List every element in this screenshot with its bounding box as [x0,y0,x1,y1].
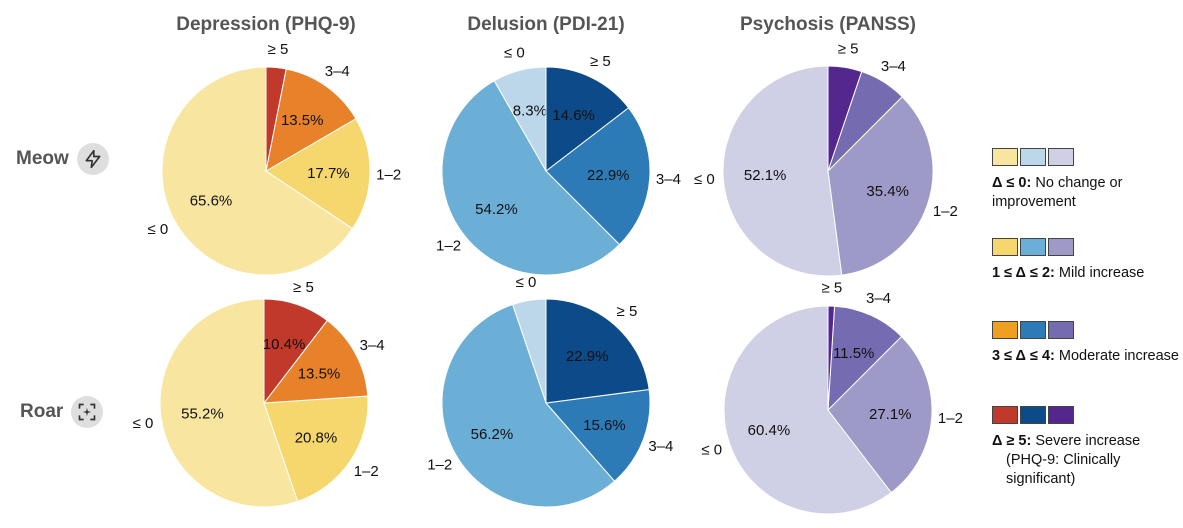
legend-bold: Δ ≥ 5: [992,433,1032,449]
legend-swatch [1048,406,1074,424]
pie-slice [827,305,836,411]
column-title-depression: Depression (PHQ-9) [176,14,356,35]
legend-swatch [992,406,1018,424]
category-label: 3–4 [866,290,891,307]
pie-slice [441,303,616,508]
pie-slice [545,388,651,482]
pie-slice [722,65,843,277]
pie-slice [827,96,934,276]
legend-swatch [1048,238,1074,256]
legend-bold: 3 ≤ Δ ≤ 4: [992,348,1055,364]
pie-slice [545,66,630,173]
pie-slice [263,395,369,503]
category-label: ≥ 5 [268,41,289,58]
column-title-psychosis: Psychosis (PANSS) [740,14,916,35]
category-label: 1–2 [427,456,452,473]
pie-slice [161,66,354,276]
data-label: 56.2% [471,426,514,443]
category-label: 3–4 [648,438,673,455]
category-label: 3–4 [881,58,906,75]
pie-slice [265,68,357,172]
legend-swatch [992,148,1018,166]
legend-text: Severe increase [1035,433,1141,449]
data-label: 60.4% [748,422,791,439]
row-label-meow: Meow [16,143,109,175]
data-label: 11.5% [833,345,874,362]
category-label: ≤ 0 [133,415,154,432]
legend-swatch [1020,148,1046,166]
pie-slice [827,305,903,412]
row-label-meow-text: Meow [16,148,69,169]
pie-slice [262,319,369,404]
category-label: 1–2 [436,238,461,255]
column-title-delusion: Delusion (PDI-21) [467,14,625,35]
category-label: 3–4 [656,171,681,188]
data-label: 20.8% [295,430,338,447]
data-label: 22.9% [566,348,609,365]
category-label: ≤ 0 [147,221,168,238]
category-label: 1–2 [354,463,379,480]
legend-bold: Δ ≤ 0: [992,175,1032,191]
category-label: 3–4 [360,337,385,354]
legend-text: Moderate increase [1058,348,1179,364]
pie-slice [441,80,621,276]
data-label: 10.4% [263,336,306,353]
row-label-roar-text: Roar [20,401,64,422]
pie-slice [263,298,328,405]
data-label: 27.1% [869,406,912,423]
data-label: 8.3% [513,103,547,120]
category-label: ≥ 5 [617,303,638,320]
category-label: ≤ 0 [516,274,537,291]
legend-item-mild: 1 ≤ Δ ≤ 2: Mild increase [992,238,1182,283]
legend-item-no-change: Δ ≤ 0: No change or improvement [992,148,1182,212]
legend-swatch [1020,238,1046,256]
pie-slice [827,335,933,494]
legend-swatch [1020,321,1046,339]
category-label: ≥ 5 [821,279,842,296]
legend-swatch [992,238,1018,256]
category-label: ≥ 5 [293,279,314,296]
lightning-icon [76,143,109,175]
data-label: 13.5% [281,112,324,129]
data-label: 65.6% [190,192,233,209]
category-label: ≥ 5 [838,41,859,58]
legend-swatch [1048,148,1074,166]
legend-item-severe: Δ ≥ 5: Severe increase (PHQ-9: Clinicall… [992,406,1182,489]
category-label: ≤ 0 [701,441,722,458]
data-label: 55.2% [181,405,224,422]
category-label: 1–2 [933,203,958,220]
pie-slice [723,305,892,515]
pie-slice [545,298,650,404]
legend-swatch [1020,406,1046,424]
pie-slice [827,65,863,172]
legend-text: No change or improvement [992,175,1123,210]
data-label: 35.4% [866,183,909,200]
category-label: 3–4 [325,63,350,80]
category-label: ≥ 5 [590,53,611,70]
row-label-roar: Roar [20,396,104,428]
pie-slice [265,118,371,230]
category-label: 1–2 [376,167,401,184]
data-label: 52.1% [744,167,787,184]
category-label: ≤ 0 [504,44,525,61]
legend-item-moderate: 3 ≤ Δ ≤ 4: Moderate increase [992,321,1182,366]
legend-swatch [992,321,1018,339]
data-label: 17.7% [307,165,350,182]
data-label: 15.6% [583,417,626,434]
pie-slice [159,298,299,508]
data-label: 13.5% [298,366,341,383]
pie-slice [265,66,287,172]
data-label: 54.2% [475,201,518,218]
legend-swatch [1048,321,1074,339]
legend-bold: 1 ≤ Δ ≤ 2: [992,265,1055,281]
data-label: 22.9% [587,167,630,184]
category-label: ≤ 0 [694,171,715,188]
legend-extra: (PHQ-9: Clinically significant) [1006,452,1121,487]
legend-text: Mild increase [1058,265,1145,281]
data-label: 14.6% [552,107,595,124]
pie-slice [545,107,651,246]
sparkle-frame-icon [71,396,104,428]
category-label: 1–2 [938,410,963,427]
